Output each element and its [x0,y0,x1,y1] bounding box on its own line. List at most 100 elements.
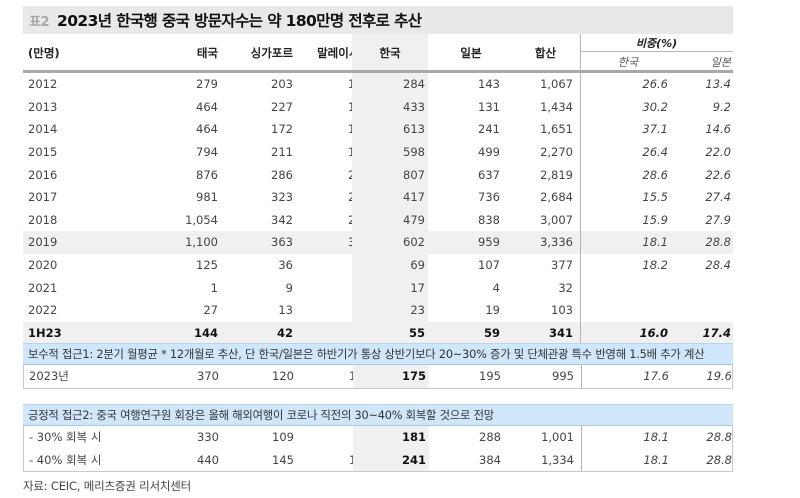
cell-singapore: 211 [271,145,293,160]
row-label: 2013 [28,99,58,114]
cell-thailand: 144 [193,325,218,340]
cell-korea: 23 [352,298,428,322]
cell-total: 2,270 [540,145,573,160]
cell-thailand: 125 [196,258,218,273]
col-header-thailand: 태국 [196,45,218,60]
cell-korea-share: 18.1 [643,452,669,467]
row-label: 2012 [28,77,58,92]
cell-thailand: 794 [196,145,218,160]
cell-japan-share: 22.0 [705,145,731,160]
cell-japan-share: 13.4 [705,77,731,92]
cell-japan-share: 27.4 [705,190,731,205]
cell-thailand: 440 [197,452,219,467]
cell-singapore: 145 [272,452,294,467]
cell-korea: 175 [353,365,429,388]
cell-japan: 959 [478,235,500,250]
cell-japan: 143 [478,77,500,92]
table-title: 2023년 한국행 중국 방문자수는 약 180만명 전후로 추산 [57,12,422,30]
cell-japan: 384 [479,452,501,467]
cell-korea: 241 [353,448,429,472]
cell-japan-share [676,276,733,299]
cell-korea-share: 15.5 [642,190,668,205]
row-label: 1H23 [28,325,62,340]
ratio-group-header: 비중(%) [580,34,733,52]
column-divider [580,231,581,254]
cell-korea-share: 17.6 [643,369,669,384]
cell-singapore: 286 [271,167,293,182]
cell-korea: 417 [352,185,428,209]
cell-singapore: 42 [276,325,293,340]
scenario1-table: 2023년 370 120 135 175 195 995 17.6 19.6 [23,365,733,389]
table-number-tag: 표2 [29,14,50,30]
cell-korea: 807 [352,163,428,186]
cell-singapore: 323 [271,190,293,205]
table-row: 2018 1,054 342 294 479 838 3,007 15.9 27… [23,208,733,232]
scenario2-table: - 30% 회복 시 330 109 93 181 288 1,001 18.1… [23,426,733,473]
cell-total: 1,434 [540,99,573,114]
column-divider [580,321,581,345]
cell-thailand: 981 [196,190,218,205]
cell-singapore: 342 [271,212,293,227]
cell-thailand: 464 [196,99,218,114]
table-header: (만명) 태국 싱가포르 말레이시아 한국 일본 합산 비중(%) 한국 일본 [23,34,733,71]
column-divider [580,163,581,186]
cell-singapore: 227 [271,99,293,114]
cell-thailand: 1,100 [185,235,218,250]
table-row: 2017 981 323 228 417 736 2,684 15.5 27.4 [23,185,733,209]
cell-japan-share: 19.6 [706,369,732,384]
table-row-1h23-total: 1H23 144 42 40 55 59 341 16.0 17.4 [23,321,733,345]
row-label: 2019 [28,235,58,250]
cell-singapore: 36 [278,258,293,273]
table-row: 2021 1 9 1 17 4 32 [23,276,733,299]
table-row: 2014 464 172 161 613 241 1,651 37.1 14.6 [23,118,733,141]
cell-japan: 499 [478,145,500,160]
column-divider [581,365,582,388]
cell-thailand: 370 [197,369,219,384]
cell-singapore: 9 [285,280,293,295]
table-title-band: 표2 2023년 한국행 중국 방문자수는 약 180만명 전후로 추산 [23,6,733,34]
cell-thailand: 464 [196,122,218,137]
col-header-singapore: 싱가포르 [250,45,293,60]
cell-total: 341 [548,325,573,340]
column-divider [580,95,581,119]
column-divider [581,426,582,449]
col-header-total: 합산 [534,45,557,60]
cell-korea-share: 18.2 [642,258,668,273]
cell-korea: 598 [352,140,428,164]
cell-korea-share: 26.6 [642,77,668,92]
cell-korea-share: 16.0 [639,325,668,340]
ratio-header-japan: 일본 [710,55,731,69]
cell-singapore: 363 [271,235,293,250]
row-label: 2016 [28,167,58,182]
column-divider [580,34,581,71]
cell-korea-share: 15.9 [642,212,668,227]
table-row: 2013 464 227 179 433 131 1,434 30.2 9.2 [23,95,733,119]
cell-korea: 479 [352,208,428,232]
cell-thailand: 876 [196,167,218,182]
cell-korea: 613 [352,118,428,141]
scenario1-note: 보수적 접근1: 2분기 월평균 * 12개월로 추산, 단 한국/일본은 하반… [23,343,733,365]
row-label: 2017 [28,190,58,205]
row-label: - 30% 회복 시 [29,430,102,445]
cell-japan: 195 [479,369,501,384]
cell-japan: 107 [478,258,500,273]
table-row: 2023년 370 120 135 175 195 995 17.6 19.6 [24,365,732,388]
row-label: - 40% 회복 시 [29,452,102,467]
column-divider [580,276,581,299]
cell-korea: 17 [352,276,428,299]
cell-japan-share: 9.2 [712,99,731,114]
cell-korea: 602 [352,231,428,254]
table-row-highlighted: 2019 1,100 363 311 602 959 3,336 18.1 28… [23,231,733,254]
table-row: - 40% 회복 시 440 145 125 241 384 1,334 18.… [24,448,732,472]
cell-korea-share: 18.1 [642,235,668,250]
column-divider [580,73,581,96]
cell-korea: 433 [352,95,428,119]
row-label: 2014 [28,122,58,137]
cell-singapore: 109 [272,430,294,445]
cell-japan-share: 14.6 [705,122,731,137]
row-label: 2020 [28,258,58,273]
cell-japan: 288 [479,430,501,445]
cell-korea-share: 28.6 [642,167,668,182]
row-label: 2018 [28,212,58,227]
main-table-body: 2012 279 203 158 284 143 1,067 26.6 13.4… [23,73,733,345]
